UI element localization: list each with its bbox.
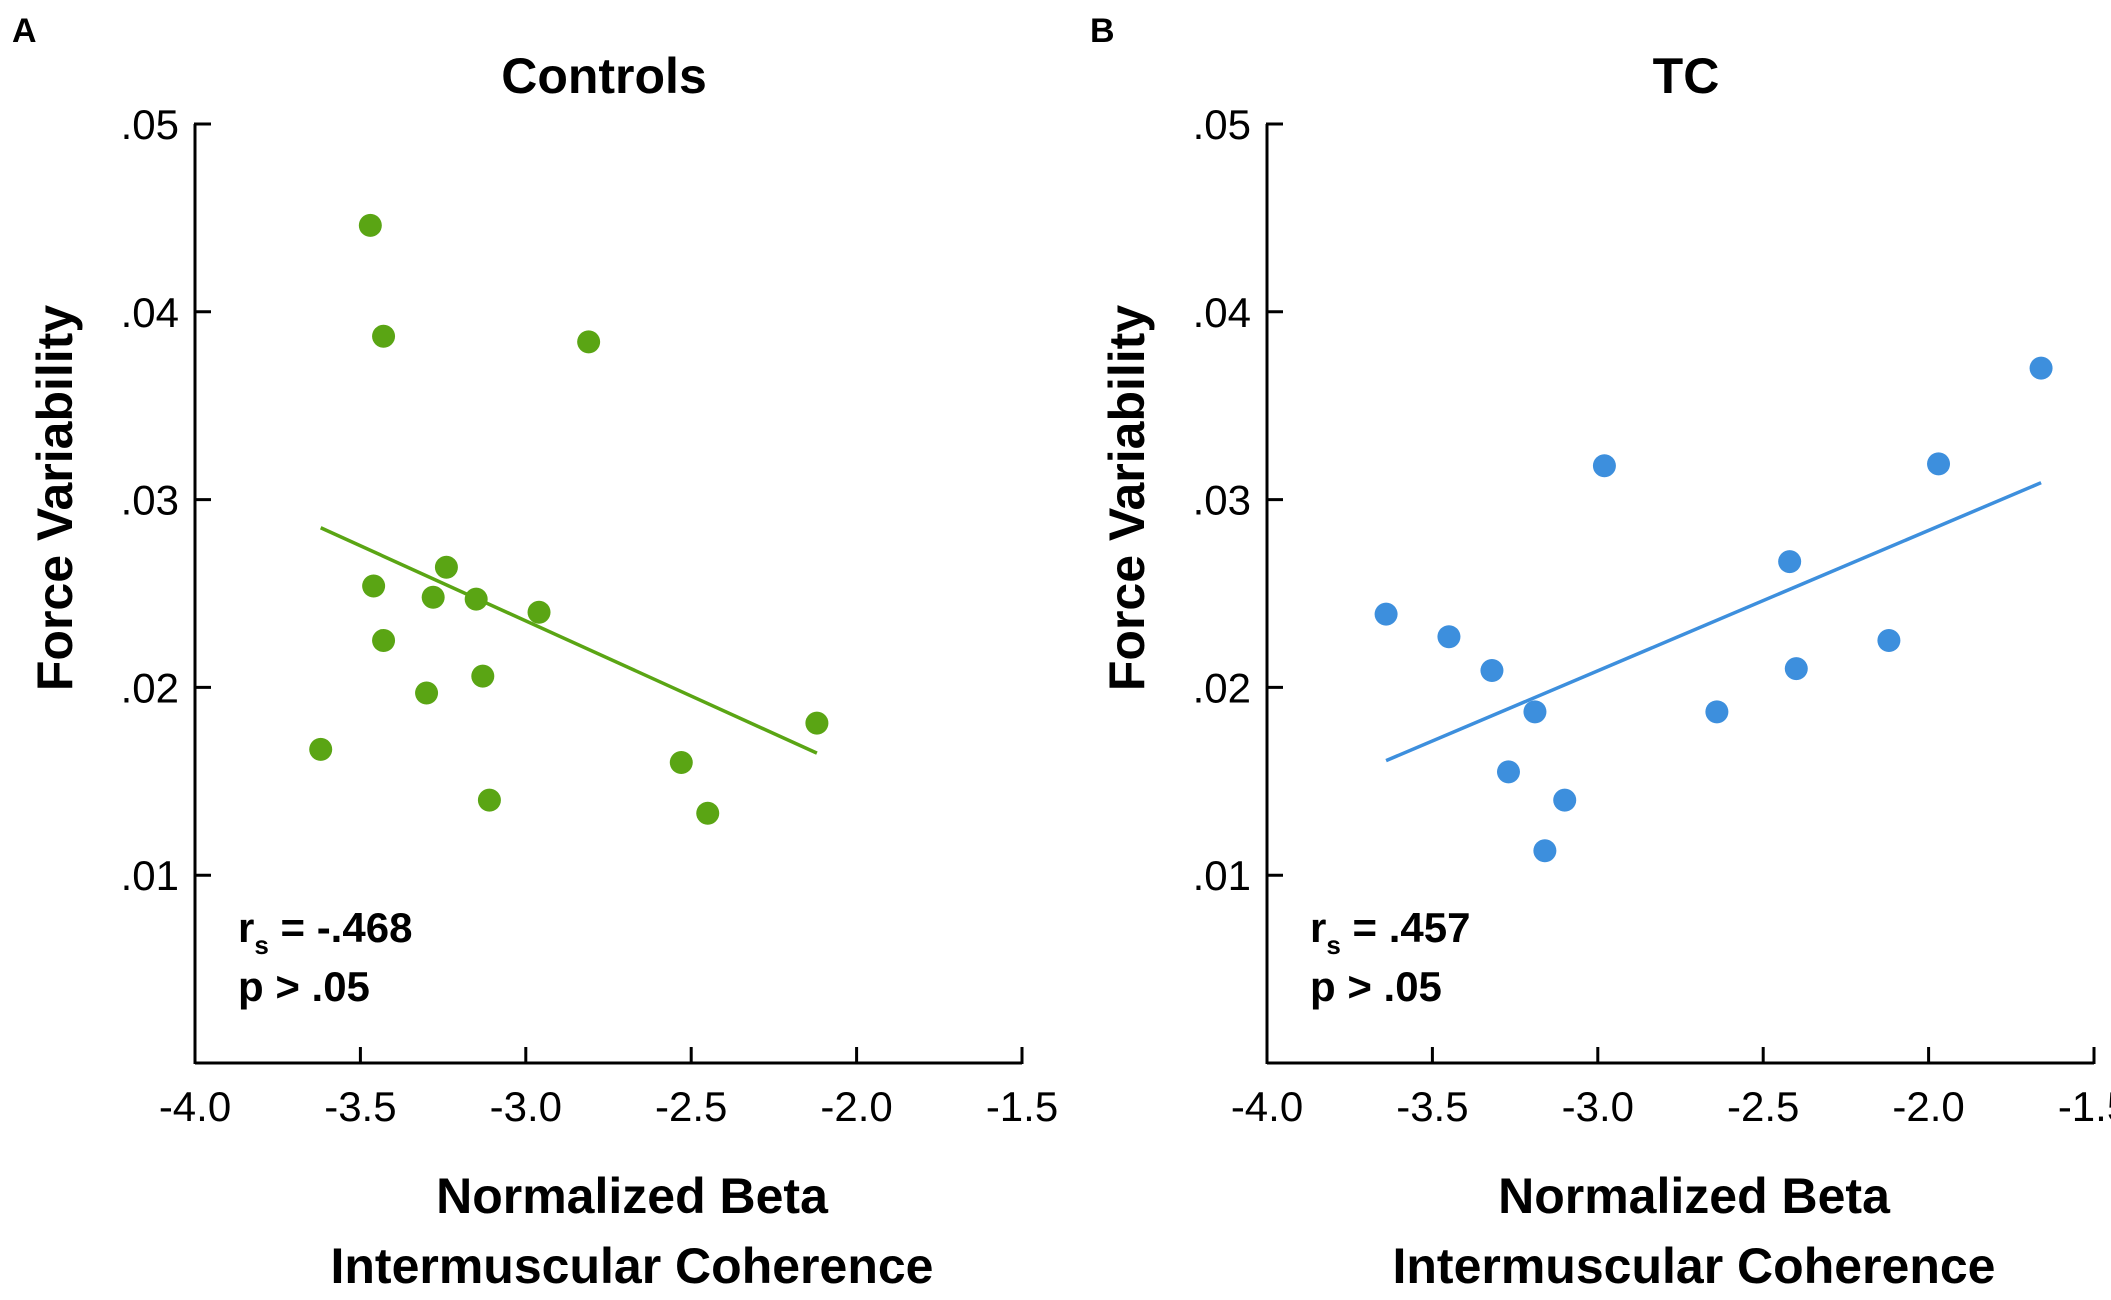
data-point <box>372 324 396 348</box>
data-point <box>527 600 551 624</box>
data-point <box>362 574 386 598</box>
correlation-prefix: r <box>1310 904 1326 951</box>
x-tick-label: -1.5 <box>2058 1083 2111 1130</box>
y-tick-label: .03 <box>1193 477 1251 524</box>
chart-title: TC <box>1653 48 1720 104</box>
y-tick-label: .01 <box>121 852 179 899</box>
y-tick-label: .01 <box>1193 852 1251 899</box>
x-axis-label-line2: Intermuscular Coherence <box>1393 1238 1996 1294</box>
x-tick-label: -2.0 <box>1892 1083 1964 1130</box>
data-point <box>1553 788 1577 812</box>
chart-title: Controls <box>501 48 707 104</box>
y-axis-label: Force Variability <box>27 305 83 691</box>
panel-controls: A Controls Force Variability Normalized … <box>12 12 1058 1294</box>
y-tick-label: .03 <box>121 477 179 524</box>
panel-label: A <box>12 12 37 50</box>
x-tick-label: -4.0 <box>1231 1083 1303 1130</box>
x-tick-label: -3.0 <box>490 1083 562 1130</box>
y-tick-label: .04 <box>1193 289 1251 336</box>
y-axis-label: Force Variability <box>1099 305 1155 691</box>
y-tick-label: .04 <box>121 289 179 336</box>
data-point <box>358 213 382 237</box>
data-point <box>309 737 333 761</box>
correlation-stat: rs = .457 <box>1310 904 1470 960</box>
x-axis-label-line1: Normalized Beta <box>436 1168 829 1224</box>
data-point <box>696 801 720 825</box>
data-point <box>1927 452 1951 476</box>
regression-line <box>1385 481 2042 763</box>
data-point <box>577 330 601 354</box>
x-tick-label: -2.5 <box>655 1083 727 1130</box>
data-point <box>1784 657 1808 681</box>
data-point <box>1778 550 1802 574</box>
y-tick-label: .02 <box>121 664 179 711</box>
p-value: p > .05 <box>238 963 370 1010</box>
correlation-subscript: s <box>254 930 268 960</box>
correlation-value: = .457 <box>1341 904 1471 951</box>
regression-line <box>319 526 818 755</box>
x-axis-label-line1: Normalized Beta <box>1498 1168 1891 1224</box>
panel-label: B <box>1090 12 1115 50</box>
y-tick-label: .02 <box>1193 664 1251 711</box>
data-point <box>464 587 488 611</box>
data-point <box>1496 760 1520 784</box>
correlation-stat: rs = -.468 <box>238 904 412 960</box>
x-tick-label: -3.5 <box>1396 1083 1468 1130</box>
data-point <box>434 555 458 579</box>
y-tick-label: .05 <box>121 101 179 148</box>
data-point <box>805 711 829 735</box>
x-tick-label: -4.0 <box>159 1083 231 1130</box>
data-point <box>1533 839 1557 863</box>
y-tick-label: .05 <box>1193 101 1251 148</box>
x-tick-label: -1.5 <box>986 1083 1058 1130</box>
data-point <box>669 751 693 775</box>
data-point <box>1523 700 1547 724</box>
x-tick-label: -3.0 <box>1562 1083 1634 1130</box>
p-value: p > .05 <box>1310 963 1442 1010</box>
data-point <box>1877 628 1901 652</box>
data-point <box>421 585 445 609</box>
data-point <box>1705 700 1729 724</box>
data-point <box>1480 658 1504 682</box>
data-point <box>1592 454 1616 478</box>
data-point <box>415 681 439 705</box>
correlation-subscript: s <box>1326 930 1340 960</box>
correlation-prefix: r <box>238 904 254 951</box>
panel-tc: B TC Force Variability Normalized Beta I… <box>1090 12 2111 1294</box>
correlation-value: = -.468 <box>269 904 413 951</box>
data-point <box>477 788 501 812</box>
data-point <box>1374 602 1398 626</box>
data-point <box>2029 356 2053 380</box>
x-axis-label-line2: Intermuscular Coherence <box>331 1238 934 1294</box>
data-point <box>1437 625 1461 649</box>
x-tick-label: -3.5 <box>324 1083 396 1130</box>
x-tick-label: -2.0 <box>820 1083 892 1130</box>
data-point <box>471 664 495 688</box>
x-tick-label: -2.5 <box>1727 1083 1799 1130</box>
data-point <box>372 628 396 652</box>
